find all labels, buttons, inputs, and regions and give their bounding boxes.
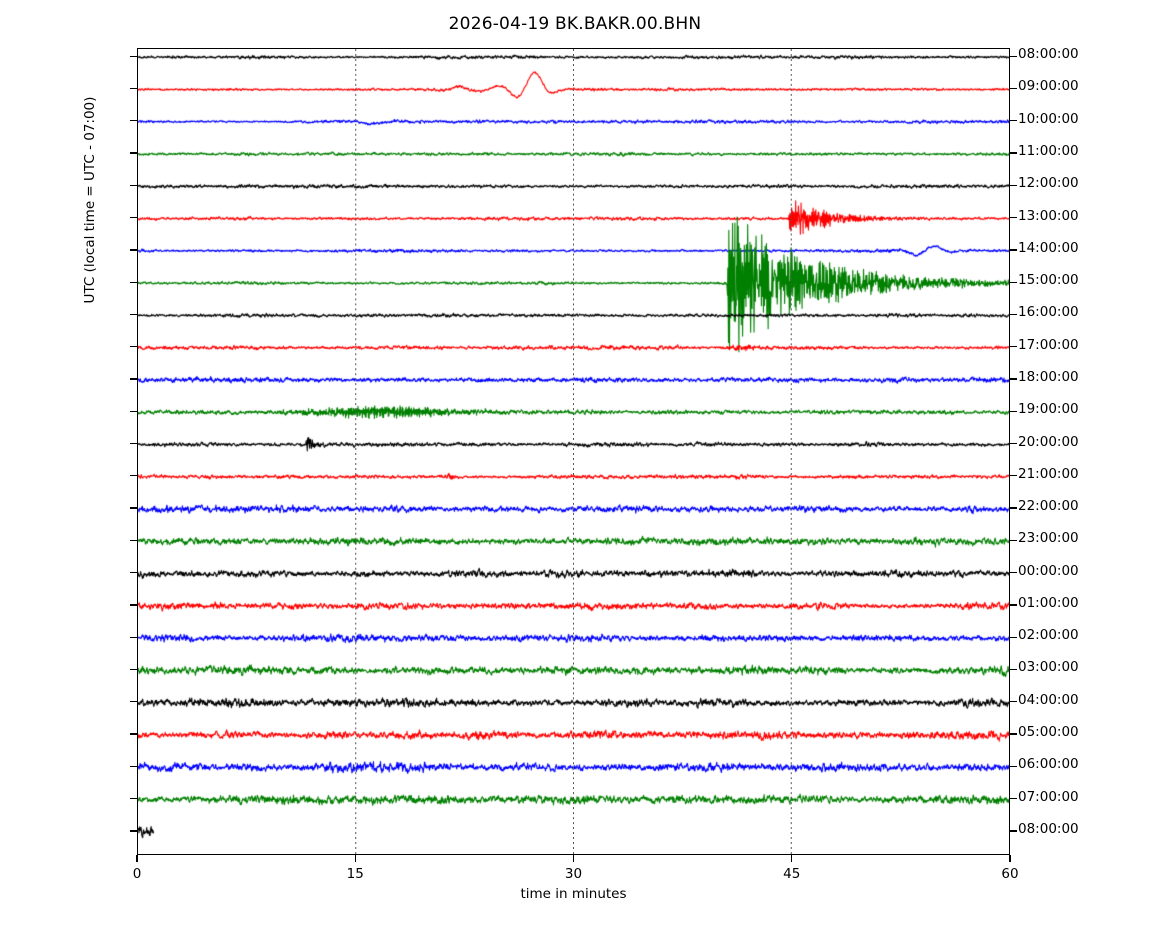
y-tick-label-right: 07:00:00 bbox=[1018, 788, 1079, 805]
y-tick-left bbox=[130, 539, 138, 542]
x-tick bbox=[136, 855, 138, 862]
y-tick-label-right: 23:00:00 bbox=[1018, 530, 1079, 547]
y-tick-left bbox=[130, 55, 138, 57]
y-tick-left bbox=[130, 604, 138, 606]
x-tick bbox=[791, 855, 793, 862]
x-tick-label: 60 bbox=[1001, 866, 1019, 882]
x-tick bbox=[354, 855, 356, 862]
y-tick-left bbox=[130, 152, 138, 154]
y-tick-left bbox=[130, 87, 138, 90]
y-tick-left bbox=[130, 346, 138, 348]
y-tick-label-right: 18:00:00 bbox=[1018, 368, 1079, 385]
x-tick-label: 15 bbox=[346, 866, 364, 882]
y-tick-left bbox=[130, 636, 138, 638]
y-tick-right bbox=[1009, 378, 1017, 380]
y-tick-label-right: 05:00:00 bbox=[1018, 724, 1079, 741]
y-tick-label-right: 22:00:00 bbox=[1018, 498, 1079, 515]
y-tick-label-right: 12:00:00 bbox=[1018, 175, 1079, 192]
x-tick-label: 30 bbox=[564, 866, 583, 882]
page-title: 2026-04-19 BK.BAKR.00.BHN bbox=[448, 14, 702, 34]
y-tick-right bbox=[1009, 281, 1017, 283]
y-tick-left bbox=[130, 281, 138, 283]
y-tick-label-right: 17:00:00 bbox=[1018, 336, 1079, 353]
y-tick-right bbox=[1009, 184, 1017, 186]
y-tick-label-right: 00:00:00 bbox=[1018, 562, 1079, 579]
y-tick-right bbox=[1009, 668, 1017, 671]
y-tick-right bbox=[1009, 313, 1017, 316]
y-tick-label-right: 06:00:00 bbox=[1018, 756, 1079, 773]
y-tick-label-right: 11:00:00 bbox=[1018, 142, 1079, 159]
y-tick-label-right: 15:00:00 bbox=[1018, 272, 1079, 289]
y-tick-right bbox=[1009, 765, 1017, 767]
y-tick-label-right: 09:00:00 bbox=[1018, 78, 1079, 95]
plot-area bbox=[137, 48, 1010, 855]
x-tick-label: 0 bbox=[132, 866, 142, 882]
y-tick-right bbox=[1009, 152, 1017, 154]
y-tick-left bbox=[130, 765, 138, 767]
y-tick-label-right: 08:00:00 bbox=[1018, 46, 1079, 63]
y-tick-left bbox=[130, 507, 138, 509]
y-tick-left bbox=[130, 797, 138, 800]
y-axis-label: UTC (local time = UTC - 07:00) bbox=[82, 96, 98, 304]
y-tick-label-right: 08:00:00 bbox=[1018, 820, 1079, 837]
y-tick-right bbox=[1009, 830, 1017, 832]
y-tick-right bbox=[1009, 410, 1017, 412]
y-tick-right bbox=[1009, 55, 1017, 57]
x-tick bbox=[1009, 855, 1011, 862]
x-tick bbox=[572, 855, 575, 862]
y-tick-label-right: 02:00:00 bbox=[1018, 627, 1079, 644]
y-tick-right bbox=[1009, 442, 1017, 445]
y-tick-left bbox=[130, 442, 138, 445]
y-tick-left bbox=[130, 313, 138, 316]
y-tick-label-right: 21:00:00 bbox=[1018, 465, 1079, 482]
y-tick-left bbox=[130, 184, 138, 186]
y-tick-right bbox=[1009, 249, 1017, 251]
y-tick-right bbox=[1009, 636, 1017, 638]
y-tick-label-right: 20:00:00 bbox=[1018, 433, 1079, 450]
y-tick-right bbox=[1009, 507, 1017, 509]
y-tick-label-right: 19:00:00 bbox=[1018, 401, 1079, 418]
y-tick-left bbox=[130, 830, 138, 832]
y-tick-right bbox=[1009, 572, 1017, 574]
y-tick-left bbox=[130, 216, 138, 219]
y-tick-right bbox=[1009, 475, 1017, 477]
y-tick-right bbox=[1009, 539, 1017, 542]
x-axis-label: time in minutes bbox=[520, 886, 627, 902]
y-tick-label-right: 04:00:00 bbox=[1018, 691, 1079, 708]
y-tick-left bbox=[130, 378, 138, 380]
y-tick-left bbox=[130, 249, 138, 251]
y-tick-right bbox=[1009, 701, 1017, 703]
y-tick-left bbox=[130, 572, 138, 574]
y-tick-right bbox=[1009, 87, 1017, 90]
y-tick-right bbox=[1009, 604, 1017, 606]
y-tick-left bbox=[130, 701, 138, 703]
y-tick-left bbox=[130, 475, 138, 477]
y-tick-right bbox=[1009, 733, 1017, 735]
y-tick-label-right: 03:00:00 bbox=[1018, 659, 1079, 676]
y-tick-label-right: 14:00:00 bbox=[1018, 239, 1079, 256]
y-tick-right bbox=[1009, 216, 1017, 219]
y-tick-right bbox=[1009, 120, 1017, 122]
y-tick-left bbox=[130, 733, 138, 735]
y-tick-left bbox=[130, 120, 138, 122]
y-tick-left bbox=[130, 410, 138, 412]
y-tick-left bbox=[130, 668, 138, 671]
y-tick-right bbox=[1009, 797, 1017, 800]
y-tick-label-right: 13:00:00 bbox=[1018, 207, 1079, 224]
y-tick-label-right: 01:00:00 bbox=[1018, 594, 1079, 611]
x-tick-label: 45 bbox=[783, 866, 801, 882]
y-tick-right bbox=[1009, 346, 1017, 348]
seismogram-traces bbox=[138, 49, 1009, 854]
y-tick-label-right: 10:00:00 bbox=[1018, 110, 1079, 127]
y-tick-label-right: 16:00:00 bbox=[1018, 304, 1079, 321]
